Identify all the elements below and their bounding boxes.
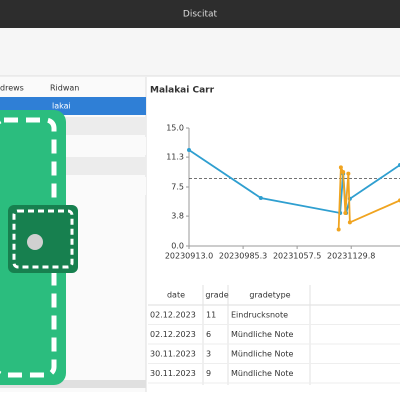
table-cell: 02.12.2023	[150, 311, 196, 320]
table-cell: Mündliche Note	[231, 350, 294, 359]
title-bar	[0, 0, 400, 28]
y-tick-label: 11.3	[166, 153, 184, 162]
chart: 0.0 3.8 7.5 11.3 15.0 20230913.0 20230985.3 202…	[165, 124, 400, 261]
data-point	[346, 171, 351, 176]
data-point	[347, 220, 352, 225]
table: date grade gradetype 02.12.2023 11 Eindrucksn…	[148, 285, 400, 385]
y-tick-label: 15.0	[166, 124, 184, 133]
table-header: grade	[205, 291, 228, 300]
list-cell: lakai	[52, 102, 71, 111]
x-tick-label: 20230913.0	[165, 252, 213, 261]
table-cell: 9	[206, 369, 211, 378]
clasp-stitch	[12, 209, 74, 269]
wallet-icon	[0, 110, 78, 385]
data-point	[336, 227, 341, 232]
table-header: gradetype	[249, 291, 290, 300]
data-point	[341, 170, 346, 175]
scrollbar[interactable]	[0, 380, 146, 388]
toolbar	[0, 28, 400, 76]
x-tick-label: 20231129.8	[327, 252, 375, 261]
x-tick-label: 20230985.3	[219, 252, 267, 261]
data-point	[338, 165, 343, 170]
data-point	[258, 196, 263, 201]
table-cell: Eindrucksnote	[231, 311, 288, 320]
chart-title: Malakai Carr	[150, 86, 215, 96]
table-cell: 30.11.2023	[150, 350, 196, 359]
wallet-clasp	[8, 205, 78, 273]
table-cell: 02.12.2023	[150, 330, 196, 339]
column-header: Ridwan	[50, 84, 79, 93]
table-cell: 6	[206, 330, 211, 339]
y-tick-label: 7.5	[171, 183, 184, 192]
table-cell: Mündliche Note	[231, 330, 294, 339]
x-tick-label: 20231057.5	[273, 252, 321, 261]
column-header: drews	[0, 84, 24, 93]
table-header: date	[167, 291, 185, 300]
table-cell: 11	[206, 311, 216, 320]
data-point	[343, 210, 348, 215]
data-point	[187, 148, 191, 153]
clasp-button	[27, 234, 43, 250]
y-tick-label: 3.8	[171, 212, 184, 221]
window-title: Discitat	[183, 10, 218, 20]
table-cell: Mündliche Note	[231, 369, 294, 378]
table-cell: 30.11.2023	[150, 369, 196, 378]
y-tick-label: 0.0	[171, 242, 184, 251]
table-cell: 3	[206, 350, 211, 359]
